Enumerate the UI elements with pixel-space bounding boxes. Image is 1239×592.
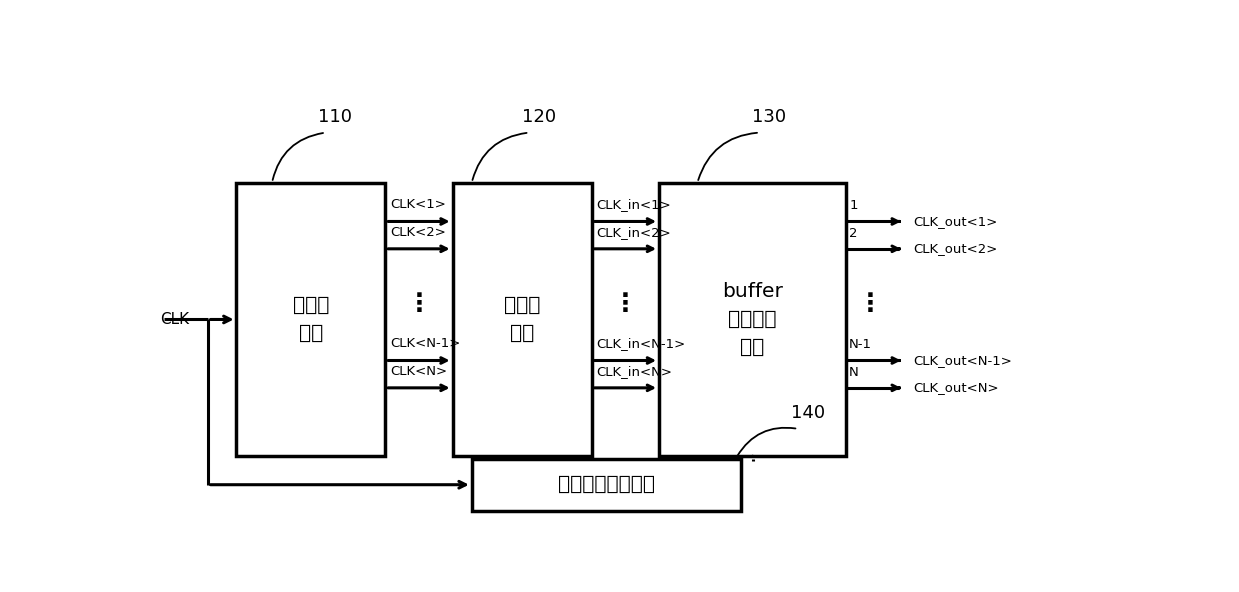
Text: CLK_out<2>: CLK_out<2> xyxy=(913,242,997,255)
Text: CLK: CLK xyxy=(160,312,188,327)
Text: CLK<N-1>: CLK<N-1> xyxy=(390,337,461,350)
Text: CLK<2>: CLK<2> xyxy=(390,226,446,239)
Text: CLK_in<N-1>: CLK_in<N-1> xyxy=(597,337,686,350)
Text: ⋮: ⋮ xyxy=(857,292,882,317)
FancyBboxPatch shape xyxy=(452,183,592,456)
Text: CLK<N>: CLK<N> xyxy=(390,365,447,378)
Text: CLK_in<2>: CLK_in<2> xyxy=(597,226,672,239)
Text: 120: 120 xyxy=(522,108,556,126)
Text: buffer
矩阵开关
模块: buffer 矩阵开关 模块 xyxy=(722,282,783,357)
FancyBboxPatch shape xyxy=(472,458,741,511)
Text: CLK_out<1>: CLK_out<1> xyxy=(913,215,997,228)
Text: CLK_in<1>: CLK_in<1> xyxy=(597,198,672,211)
Text: CLK<1>: CLK<1> xyxy=(390,198,446,211)
Text: 主时钟
模块: 主时钟 模块 xyxy=(292,296,330,343)
FancyBboxPatch shape xyxy=(237,183,385,456)
Text: 140: 140 xyxy=(790,404,825,422)
Text: 2: 2 xyxy=(849,227,857,240)
Text: 延时线
模块: 延时线 模块 xyxy=(504,296,540,343)
Text: CLK_in<N>: CLK_in<N> xyxy=(597,365,673,378)
Text: ⋮: ⋮ xyxy=(613,292,638,317)
Text: 随机信号生成模块: 随机信号生成模块 xyxy=(558,475,654,494)
Text: CLK_out<N-1>: CLK_out<N-1> xyxy=(913,354,1012,367)
Text: 130: 130 xyxy=(752,108,787,126)
Text: N: N xyxy=(849,366,859,379)
Text: 110: 110 xyxy=(318,108,352,126)
FancyBboxPatch shape xyxy=(659,183,846,456)
Text: 1: 1 xyxy=(849,200,857,213)
Text: N-1: N-1 xyxy=(849,339,872,352)
Text: ⋮: ⋮ xyxy=(406,292,431,317)
Text: CLK_out<N>: CLK_out<N> xyxy=(913,381,999,394)
